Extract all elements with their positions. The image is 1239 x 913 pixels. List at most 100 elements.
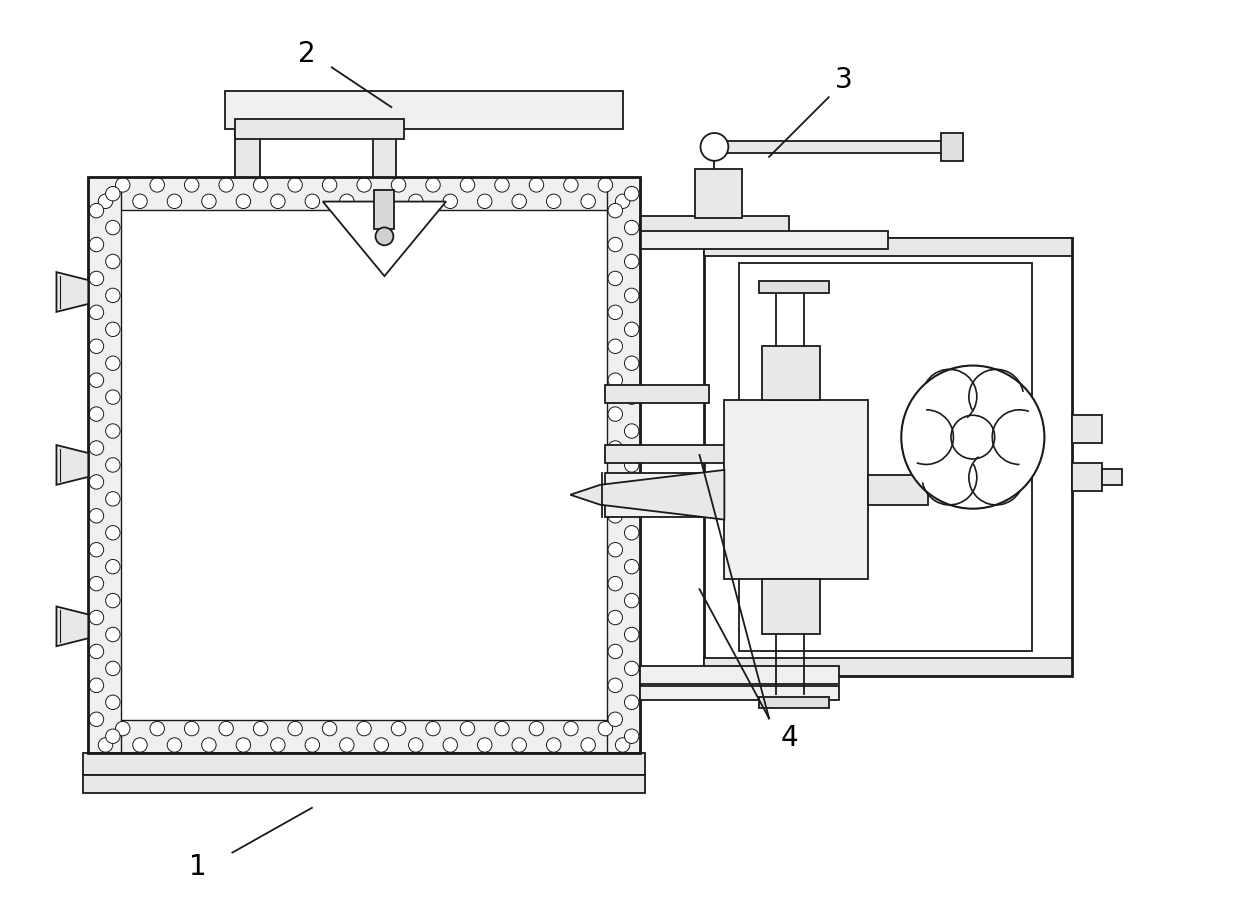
Circle shape bbox=[477, 738, 492, 752]
Bar bbox=[762, 346, 820, 400]
Bar bbox=[869, 475, 928, 505]
Circle shape bbox=[374, 738, 389, 752]
Circle shape bbox=[254, 178, 268, 192]
Circle shape bbox=[89, 542, 104, 557]
Bar bbox=[88, 177, 639, 753]
Bar bbox=[705, 238, 1072, 257]
Circle shape bbox=[202, 738, 216, 752]
Bar bbox=[760, 281, 829, 293]
Circle shape bbox=[444, 194, 457, 208]
Circle shape bbox=[89, 305, 104, 320]
Circle shape bbox=[357, 178, 372, 192]
Circle shape bbox=[185, 721, 199, 736]
Circle shape bbox=[150, 721, 165, 736]
Bar bbox=[760, 697, 829, 708]
Circle shape bbox=[494, 178, 509, 192]
Circle shape bbox=[89, 204, 104, 218]
Circle shape bbox=[105, 627, 120, 642]
Circle shape bbox=[105, 560, 120, 574]
Circle shape bbox=[105, 255, 120, 268]
Circle shape bbox=[339, 194, 354, 208]
Circle shape bbox=[185, 178, 199, 192]
Bar bbox=[605, 473, 725, 517]
Bar bbox=[121, 209, 607, 720]
Circle shape bbox=[608, 678, 622, 693]
Circle shape bbox=[374, 194, 389, 208]
Circle shape bbox=[512, 738, 527, 752]
Circle shape bbox=[477, 194, 492, 208]
Text: 2: 2 bbox=[299, 40, 316, 68]
Bar bbox=[235, 119, 404, 139]
Circle shape bbox=[624, 356, 639, 371]
Circle shape bbox=[624, 560, 639, 574]
Circle shape bbox=[608, 237, 622, 252]
Circle shape bbox=[624, 729, 639, 743]
Circle shape bbox=[529, 721, 544, 736]
Circle shape bbox=[237, 194, 250, 208]
Bar bbox=[762, 579, 820, 634]
Circle shape bbox=[608, 339, 622, 353]
Bar bbox=[83, 775, 644, 792]
Circle shape bbox=[89, 712, 104, 727]
Circle shape bbox=[89, 509, 104, 523]
Circle shape bbox=[167, 194, 182, 208]
Circle shape bbox=[105, 322, 120, 337]
Circle shape bbox=[608, 610, 622, 624]
Circle shape bbox=[219, 721, 233, 736]
Polygon shape bbox=[323, 202, 446, 276]
Bar bbox=[607, 177, 639, 753]
Circle shape bbox=[98, 738, 113, 752]
Bar bbox=[740, 263, 1032, 651]
Circle shape bbox=[89, 271, 104, 286]
Text: 4: 4 bbox=[781, 724, 798, 752]
Bar bbox=[225, 91, 623, 129]
Circle shape bbox=[608, 305, 622, 320]
Circle shape bbox=[624, 322, 639, 337]
Circle shape bbox=[700, 133, 729, 161]
Polygon shape bbox=[57, 606, 88, 646]
Circle shape bbox=[105, 526, 120, 540]
Circle shape bbox=[624, 695, 639, 709]
Circle shape bbox=[287, 178, 302, 192]
Circle shape bbox=[115, 178, 130, 192]
Circle shape bbox=[546, 194, 561, 208]
Circle shape bbox=[608, 645, 622, 658]
Bar bbox=[1072, 415, 1101, 443]
Circle shape bbox=[89, 237, 104, 252]
Bar bbox=[1101, 469, 1123, 485]
Bar bbox=[374, 190, 394, 229]
Circle shape bbox=[105, 661, 120, 676]
Circle shape bbox=[89, 373, 104, 387]
Circle shape bbox=[98, 194, 113, 208]
Circle shape bbox=[608, 576, 622, 591]
Circle shape bbox=[105, 390, 120, 404]
Bar bbox=[705, 657, 1072, 676]
Circle shape bbox=[357, 721, 372, 736]
Circle shape bbox=[624, 424, 639, 438]
Circle shape bbox=[89, 610, 104, 624]
Circle shape bbox=[426, 178, 440, 192]
Circle shape bbox=[392, 178, 405, 192]
Circle shape bbox=[237, 738, 250, 752]
Circle shape bbox=[624, 390, 639, 404]
Circle shape bbox=[608, 204, 622, 218]
Circle shape bbox=[105, 356, 120, 371]
Circle shape bbox=[150, 178, 165, 192]
Circle shape bbox=[105, 695, 120, 709]
Text: 3: 3 bbox=[835, 67, 852, 94]
Circle shape bbox=[426, 721, 440, 736]
Circle shape bbox=[89, 576, 104, 591]
Circle shape bbox=[105, 424, 120, 438]
Circle shape bbox=[624, 593, 639, 608]
Bar bbox=[725, 400, 869, 579]
Bar bbox=[88, 177, 121, 753]
Circle shape bbox=[460, 721, 475, 736]
Circle shape bbox=[202, 194, 216, 208]
Circle shape bbox=[105, 729, 120, 743]
Circle shape bbox=[608, 441, 622, 456]
Circle shape bbox=[624, 186, 639, 201]
Circle shape bbox=[608, 271, 622, 286]
Circle shape bbox=[305, 194, 320, 208]
Bar bbox=[83, 753, 644, 775]
Circle shape bbox=[270, 194, 285, 208]
